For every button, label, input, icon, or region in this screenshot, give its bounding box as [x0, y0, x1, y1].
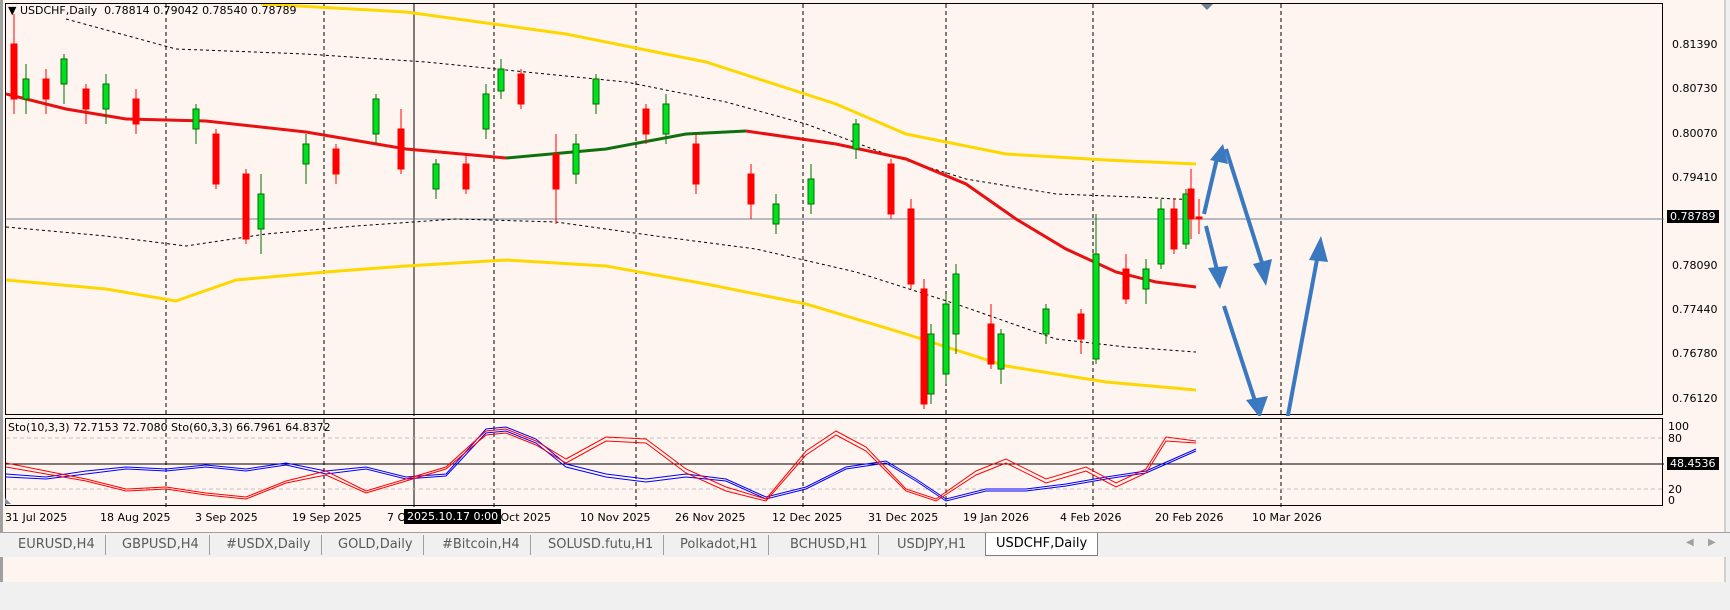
price-chart-canvas	[6, 4, 1664, 416]
price-label: 0.80730	[1672, 82, 1718, 95]
tab-gbpusd-h4[interactable]: GBPUSD,H4	[112, 535, 210, 555]
date-label: 18 Aug 2025	[100, 511, 171, 524]
price-label: 0.81390	[1672, 38, 1718, 51]
scroll-right-icon[interactable]: ▶	[1708, 537, 1716, 548]
price-label: 0.80070	[1672, 127, 1718, 140]
date-label: 20 Feb 2026	[1155, 511, 1224, 524]
chart-tab-bar: EURUSD,H4 GBPUSD,H4 #USDX,Daily GOLD,Dai…	[0, 532, 1730, 557]
tab-usdjpy-h1[interactable]: USDJPY,H1	[897, 537, 967, 552]
ohlc-values: 0.78814 0.79042 0.78540 0.78789	[104, 4, 297, 17]
stochastic-title: Sto(10,3,3) 72.7153 72.7080 Sto(60,3,3) …	[8, 421, 331, 434]
tab-bchusd-h1[interactable]: BCHUSD,H1	[780, 535, 879, 555]
stochastic-pane[interactable]	[5, 418, 1664, 507]
sto-current-tag: 48.4536	[1667, 457, 1719, 470]
projection-arrows	[1202, 144, 1328, 416]
tab-bitcoin-h4[interactable]: #Bitcoin,H4	[432, 535, 531, 555]
sto-level-80: 80	[1668, 432, 1682, 445]
stochastic-canvas	[6, 419, 1664, 507]
scroll-left-icon[interactable]: ◀	[1686, 537, 1694, 548]
corner-marker-icon	[5, 498, 11, 504]
sto-level-0: 0	[1668, 494, 1675, 507]
price-label: 0.79410	[1672, 171, 1718, 184]
tab-usdchf-daily[interactable]: USDCHF,Daily	[985, 533, 1099, 556]
current-price-tag: 0.78789	[1667, 210, 1719, 223]
tab-eurusd-h4[interactable]: EURUSD,H4	[8, 535, 106, 555]
date-label: 4 Feb 2026	[1060, 511, 1122, 524]
price-chart-pane[interactable]	[5, 3, 1664, 416]
tab-polkadot-h1[interactable]: Polkadot,H1	[670, 535, 769, 555]
date-label: 19 Jan 2026	[963, 511, 1029, 524]
date-label: 10 Mar 2026	[1252, 511, 1322, 524]
price-label: 0.77440	[1672, 303, 1718, 316]
date-label: 12 Dec 2025	[772, 511, 843, 524]
price-label: 0.76780	[1672, 347, 1718, 360]
crosshair-date-tag: 2025.10.17 0:00	[404, 509, 502, 524]
price-label: 0.78090	[1672, 259, 1718, 272]
sto-level-100: 100	[1668, 420, 1689, 433]
date-label: 31 Jul 2025	[5, 511, 68, 524]
tab-usdx-daily[interactable]: #USDX,Daily	[216, 535, 322, 555]
tab-solusd-futu-h1[interactable]: SOLUSD.futu,H1	[538, 535, 665, 555]
date-label: 19 Sep 2025	[292, 511, 362, 524]
chart-menu-icon[interactable]: ▼	[8, 4, 17, 17]
date-label: 10 Nov 2025	[580, 511, 651, 524]
date-label: 3 Sep 2025	[195, 511, 258, 524]
chart-title: ▼ USDCHF,Daily 0.78814 0.79042 0.78540 0…	[8, 4, 297, 17]
tab-gold-daily[interactable]: GOLD,Daily	[328, 535, 424, 555]
price-label: 0.76120	[1672, 392, 1718, 405]
date-label: 26 Nov 2025	[675, 511, 746, 524]
sto-level-20: 20	[1668, 483, 1682, 496]
symbol-title: USDCHF,Daily	[19, 4, 98, 17]
date-label: 31 Dec 2025	[868, 511, 939, 524]
candles	[10, 14, 1203, 409]
